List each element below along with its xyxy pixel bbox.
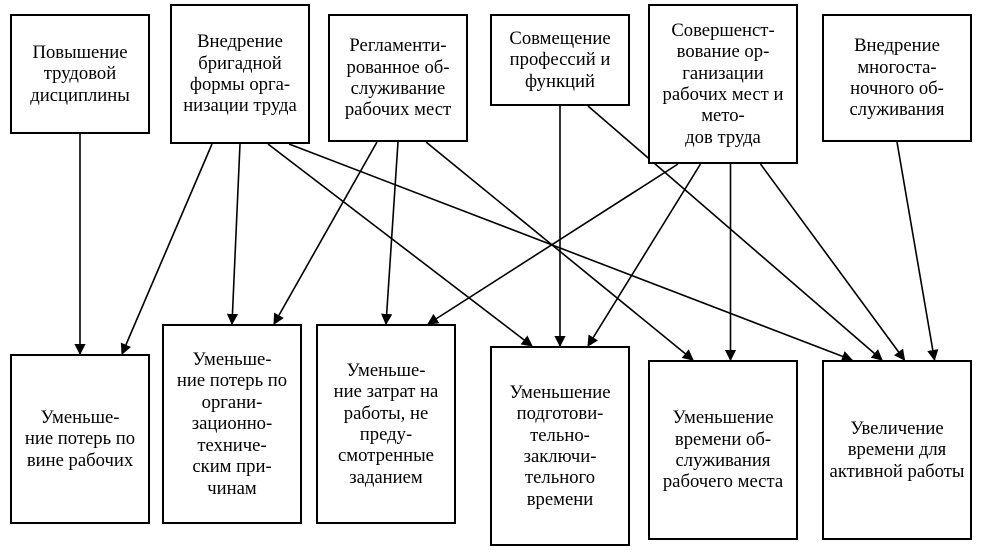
node-top-1: Повышение трудовой дисциплины [10,14,150,134]
node-label: Внедрение многоста-ночного об-служивания [828,35,966,121]
node-bottom-2: Уменьше-ние потерь по органи-зационно-те… [162,324,302,524]
diagram-canvas: Повышение трудовой дисциплины Внедрение … [0,0,982,552]
node-bottom-1: Уменьше-ние потерь по вине рабочих [10,354,150,524]
edge [386,142,398,324]
node-label: Уменьшение подготови-тельно-заключи-тель… [496,382,624,511]
node-label: Совершенст-вование ор-ганизации рабочих … [654,20,792,149]
edge [232,144,240,324]
edge [122,144,212,354]
node-label: Внедрение бригадной формы орга-низации т… [176,31,304,117]
edge [428,164,678,324]
node-label: Регламенти-рованное об-служивание рабочи… [334,35,462,121]
node-label: Совмещение профессий и функций [496,28,624,92]
node-label: Уменьшение времени об-служивания рабочег… [654,407,792,493]
edge [897,142,935,360]
edge [274,142,377,324]
node-top-3: Регламенти-рованное об-служивание рабочи… [328,14,468,142]
node-top-5: Совершенст-вование ор-ганизации рабочих … [648,4,798,164]
node-top-4: Совмещение профессий и функций [490,14,630,106]
node-bottom-4: Уменьшение подготови-тельно-заключи-тель… [490,346,630,546]
node-label: Уменьше-ние затрат на работы, не преду-с… [322,360,450,489]
node-bottom-6: Увеличение времени для активной работы [822,360,972,540]
node-top-6: Внедрение многоста-ночного об-служивания [822,14,972,142]
node-label: Уменьше-ние потерь по вине рабочих [16,407,144,471]
node-bottom-5: Уменьшение времени об-служивания рабочег… [648,360,798,540]
node-bottom-3: Уменьше-ние затрат на работы, не преду-с… [316,324,456,524]
node-label: Повышение трудовой дисциплины [16,42,144,106]
node-label: Уменьше-ние потерь по органи-зационно-те… [168,349,296,499]
node-top-2: Внедрение бригадной формы орга-низации т… [170,4,310,144]
edge [426,142,693,360]
node-label: Увеличение времени для активной работы [828,418,966,482]
edge [268,144,532,346]
edge [588,164,701,346]
edge [761,164,905,360]
